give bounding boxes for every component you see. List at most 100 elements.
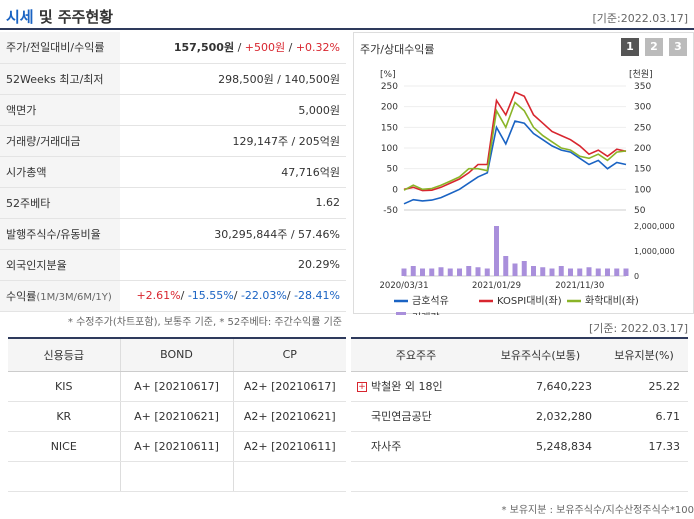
row-value: 47,716억원: [120, 156, 346, 188]
row-label: 외국인지분율: [0, 249, 120, 281]
table-row: 52Weeks 최고/최저 298,500원 / 140,500원: [0, 63, 346, 95]
chart-title: 주가/상대수익률: [360, 43, 435, 56]
left-tick-label: -50: [383, 206, 398, 216]
volume-bar: [605, 268, 610, 276]
table-row: + 박철완 외 18인 7,640,223 25.22: [351, 371, 688, 402]
table-header-row: 신용등급 BOND CP: [8, 337, 346, 372]
bond-cell: A+ [20210621]: [119, 401, 233, 432]
agency-cell: NICE: [8, 431, 120, 462]
returns-label: 수익률: [6, 289, 37, 303]
volume-bar: [531, 266, 536, 276]
table-row: [8, 461, 346, 492]
table-row: 시가총액 47,716억원: [0, 156, 346, 188]
volume-bar: [549, 268, 555, 276]
title-primary: 시세: [6, 8, 34, 26]
agency-cell: KIS: [8, 371, 120, 402]
right-tick-label: 200: [634, 144, 651, 154]
volume-bar: [475, 267, 481, 276]
volume-bar: [503, 256, 509, 276]
return-1y: -28.41%: [294, 289, 340, 302]
right-tick-label: 50: [634, 206, 646, 216]
shareholder-name-link[interactable]: 박철완 외 18인: [371, 380, 443, 393]
right-tick-label: 250: [634, 123, 651, 133]
volume-bar: [438, 267, 444, 276]
pct-cell: 25.22: [600, 371, 688, 402]
legend-label: 화학대비(좌): [585, 295, 639, 307]
left-tick-label: 0: [392, 185, 398, 195]
col-header: 보유주식수(보통): [481, 337, 600, 372]
volume-bar: [586, 267, 592, 276]
left-tick-label: 100: [381, 144, 398, 154]
volume-bar: [623, 268, 629, 276]
bond-cell: A+ [20210611]: [119, 431, 233, 462]
legend-label: KOSPI대비(좌): [497, 295, 562, 307]
volume-bar: [410, 266, 416, 276]
table-row: 거래량/거래대금 129,147주 / 205억원: [0, 125, 346, 157]
empty-cell: [351, 461, 481, 492]
separator: /: [234, 41, 245, 55]
empty-cell: [481, 461, 600, 492]
left-axis-unit: [%]: [380, 70, 396, 80]
row-label: 주가/전일대비/수익률: [0, 32, 120, 64]
volume-bar: [568, 268, 573, 276]
return-6m: -22.03%: [240, 289, 287, 302]
table-row: 자사주 5,248,834 17.33: [351, 431, 688, 462]
right-tick-label: 100: [634, 185, 651, 195]
series-line: [403, 101, 627, 191]
chart-button-3[interactable]: 3: [669, 38, 687, 56]
empty-cell: [232, 461, 346, 492]
plus-icon[interactable]: +: [357, 382, 367, 392]
table-row: 수익률(1M/3M/6M/1Y) +2.61%/ -15.55%/ -22.03…: [0, 280, 346, 312]
volume-bar: [521, 261, 527, 276]
current-price: 157,500원: [173, 41, 235, 55]
section-header: 시세 및 주주현황 [기준:2022.03.17]: [0, 0, 694, 30]
row-value: 5,000원: [120, 94, 346, 126]
table-row: 주가/전일대비/수익률 157,500원 / +500원 / +0.32%: [0, 32, 346, 64]
empty-cell: [119, 461, 233, 492]
shareholder-name: 자사주: [351, 431, 481, 462]
volume-bar: [420, 268, 425, 276]
shareholder-name: + 박철완 외 18인: [351, 371, 481, 402]
reference-date-2: [기준: 2022.03.17]: [588, 322, 688, 335]
left-tick-label: 250: [381, 82, 398, 92]
chart-button-2[interactable]: 2: [645, 38, 663, 56]
left-tick-label: 50: [387, 165, 399, 175]
x-tick-label: 2021/01/29: [472, 281, 521, 291]
col-header: CP: [232, 337, 346, 372]
right-tick-label: 300: [634, 103, 651, 113]
market-info-table: 주가/전일대비/수익률 157,500원 / +500원 / +0.32% 52…: [0, 32, 346, 312]
table-header-row: 주요주주 보유주식수(보통) 보유지분(%): [351, 337, 688, 372]
chart-button-1[interactable]: 1: [621, 38, 639, 56]
right-tick-label: 150: [634, 165, 651, 175]
volume-bar: [614, 268, 620, 276]
volume-tick-label: 2,000,000: [634, 222, 675, 231]
return-3m: -15.55%: [187, 289, 234, 302]
returns-period-label: (1M/3M/6M/1Y): [36, 291, 112, 303]
table-row: [351, 461, 688, 492]
legend-label: 금호석유: [412, 295, 449, 307]
market-note: * 수정주가(차트포함), 보통주 기준, * 52주베타: 주간수익률 기준: [67, 317, 342, 328]
bond-cell: A+ [20210617]: [119, 371, 233, 402]
volume-bar: [484, 268, 490, 276]
row-label: 발행주식수/유동비율: [0, 218, 120, 250]
x-tick-label: 2020/03/31: [380, 281, 429, 291]
shares-cell: 7,640,223: [481, 371, 600, 402]
shareholder-name-text: 국민연금공단: [371, 410, 432, 423]
col-header: BOND: [119, 337, 233, 372]
table-row: NICE A+ [20210611] A2+ [20210611]: [8, 431, 346, 462]
row-label: 52Weeks 최고/최저: [0, 63, 120, 95]
col-header: 신용등급: [8, 337, 120, 372]
volume-bar: [512, 263, 518, 276]
volume-tick-label: 0: [634, 272, 639, 281]
row-label: 거래량/거래대금: [0, 125, 120, 157]
volume-bar: [540, 267, 546, 276]
series-line: [403, 120, 627, 205]
right-axis-unit: [천원]: [629, 69, 653, 80]
pct-cell: 17.33: [600, 431, 688, 462]
shareholder-note: * 보유지분 : 보유주식수/지수산정주식수*100: [501, 505, 694, 516]
volume-bar: [494, 226, 499, 276]
volume-bar: [595, 268, 601, 276]
pct-cell: 6.71: [600, 401, 688, 432]
volume-tick-label: 1,000,000: [634, 247, 675, 256]
shares-cell: 2,032,280: [481, 401, 600, 432]
